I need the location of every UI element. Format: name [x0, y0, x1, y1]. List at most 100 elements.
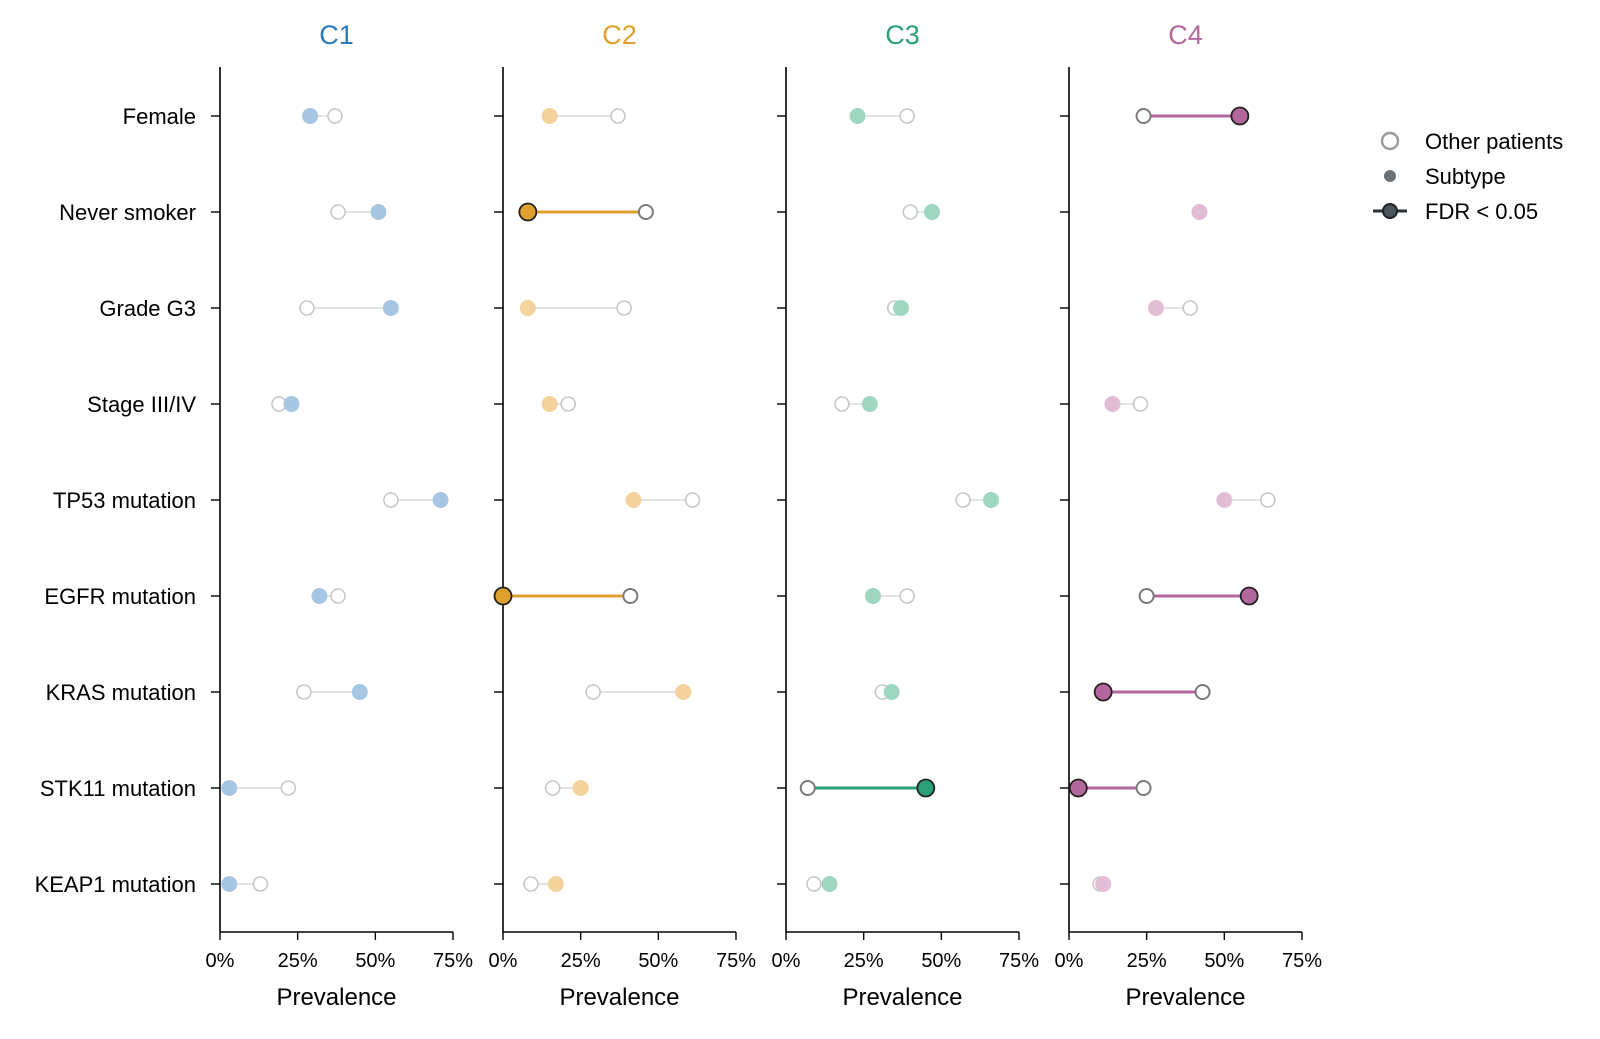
subtype-point — [892, 300, 909, 316]
other-patients-point — [1182, 300, 1198, 316]
row-label-grade-g3: Grade G3 — [99, 296, 196, 321]
dumbbell-c2-kras-mutation — [585, 684, 692, 700]
dumbbell-c2-tp53-mutation — [625, 492, 701, 508]
x-tick-label: 0% — [489, 950, 518, 972]
panel-c4: C4 0% 25% 50% 75% Prevalence — [1055, 20, 1323, 1011]
dumbbell-c2-stage-iii-iv — [541, 396, 577, 412]
other-patients-point — [252, 876, 269, 892]
subtype-point — [221, 780, 238, 796]
row-labels: Female Never smoker Grade G3 Stage III/IV TP… — [35, 104, 197, 897]
dumbbell-c3-never-smoker — [902, 204, 941, 220]
subtype-point — [1147, 300, 1164, 316]
dumbbell-c4-female — [1135, 106, 1250, 126]
panel-title-c2: C2 — [602, 20, 637, 50]
other-patients-point — [1132, 396, 1149, 412]
legend-other-patients-label: Other patients — [1425, 129, 1563, 154]
other-patients-point — [585, 684, 601, 700]
x-tick-label: 0% — [1055, 950, 1084, 972]
dumbbell-c4-stk11-mutation — [1068, 778, 1152, 798]
dumbbell-c2-egfr-mutation — [493, 586, 639, 606]
subtype-point — [283, 396, 300, 412]
row-label-stk11-mutation: STK11 mutation — [40, 776, 196, 801]
subtype-point — [351, 684, 368, 700]
legend-fdr-marker — [1382, 203, 1398, 219]
panels: C1 0% 25% 50% 75% Prevalence C2 0% 25% 50% 75% Prev… — [206, 20, 1323, 1011]
row-label-egfr-mutation: EGFR mutation — [44, 584, 196, 609]
subtype-point — [1095, 876, 1112, 892]
legend-item-fdr: FDR < 0.05 — [1373, 199, 1538, 224]
other-patients-point — [327, 108, 343, 124]
x-tick-label: 50% — [921, 950, 961, 972]
dumbbell-c1-keap1-mutation — [221, 876, 269, 892]
x-axis-label: Prevalence — [276, 984, 396, 1011]
x-tick-label: 25% — [561, 950, 601, 972]
subtype-point — [382, 300, 399, 316]
dumbbell-c3-stage-iii-iv — [834, 396, 878, 412]
subtype-point — [541, 396, 558, 412]
other-patients-point — [280, 780, 297, 796]
subtype-point — [849, 108, 866, 124]
row-label-keap1-mutation: KEAP1 mutation — [35, 872, 196, 897]
dumbbell-c3-egfr-mutation — [864, 588, 915, 604]
dumbbell-c4-keap1-mutation — [1092, 876, 1112, 892]
subtype-point — [493, 586, 513, 606]
subtype-point — [547, 876, 564, 892]
subtype-point — [924, 204, 941, 220]
subtype-point — [1191, 204, 1208, 220]
other-patients-point — [955, 492, 971, 508]
other-patients-point — [902, 204, 919, 220]
dumbbell-c3-tp53-mutation — [955, 492, 1000, 508]
row-label-female: Female — [123, 104, 196, 129]
dumbbell-c3-female — [849, 108, 915, 124]
x-tick-label: 50% — [355, 950, 395, 972]
x-tick-label: 75% — [716, 950, 756, 972]
dumbbell-c1-never-smoker — [330, 204, 387, 220]
other-patients-point — [330, 204, 346, 220]
subtype-point — [221, 876, 238, 892]
subtype-point — [1239, 586, 1259, 606]
other-patients-point — [834, 396, 850, 412]
other-patients-point — [330, 588, 346, 604]
other-patients-point — [560, 396, 577, 412]
dumbbell-c2-never-smoker — [518, 202, 654, 222]
subtype-point — [1068, 778, 1088, 798]
x-tick-label: 75% — [1282, 950, 1322, 972]
dumbbell-c1-kras-mutation — [296, 684, 368, 700]
other-patients-point — [806, 876, 822, 892]
other-patients-point — [622, 588, 639, 604]
subtype-point — [519, 300, 536, 316]
row-label-never-smoker: Never smoker — [59, 200, 196, 225]
subtype-point — [541, 108, 558, 124]
x-tick-label: 0% — [206, 950, 235, 972]
x-axis-label: Prevalence — [842, 984, 962, 1011]
dumbbell-c3-keap1-mutation — [806, 876, 838, 892]
dumbbell-c1-egfr-mutation — [311, 588, 346, 604]
panel-title-c1: C1 — [319, 20, 354, 50]
dumbbell-c1-tp53-mutation — [383, 492, 449, 508]
other-patients-point — [616, 300, 632, 316]
subtype-point — [1230, 106, 1250, 126]
legend-subtype-marker — [1384, 170, 1396, 182]
subtype-point — [821, 876, 838, 892]
dumbbell-c3-grade-g3 — [886, 300, 909, 316]
legend: Other patients Subtype FDR < 0.05 — [1373, 129, 1563, 224]
dumbbell-c1-female — [302, 108, 343, 124]
panel-title-c3: C3 — [885, 20, 920, 50]
other-patients-point — [637, 204, 654, 220]
other-patients-point — [1194, 684, 1211, 700]
other-patients-point — [523, 876, 539, 892]
subtype-point — [675, 684, 692, 700]
subtype-point — [864, 588, 881, 604]
other-patients-point — [544, 780, 561, 796]
subtype-point — [625, 492, 642, 508]
subtype-point — [432, 492, 449, 508]
dumbbell-c4-grade-g3 — [1147, 300, 1198, 316]
legend-item-other-patients: Other patients — [1380, 129, 1563, 154]
x-tick-label: 0% — [772, 950, 801, 972]
panel-c2: C2 0% 25% 50% 75% Prevalence — [489, 20, 757, 1011]
row-label-kras-mutation: KRAS mutation — [46, 680, 196, 705]
other-patients-point — [899, 108, 915, 124]
dumbbell-c4-kras-mutation — [1093, 682, 1211, 702]
other-patients-point — [1135, 108, 1152, 124]
dumbbell-c4-never-smoker — [1191, 204, 1208, 220]
